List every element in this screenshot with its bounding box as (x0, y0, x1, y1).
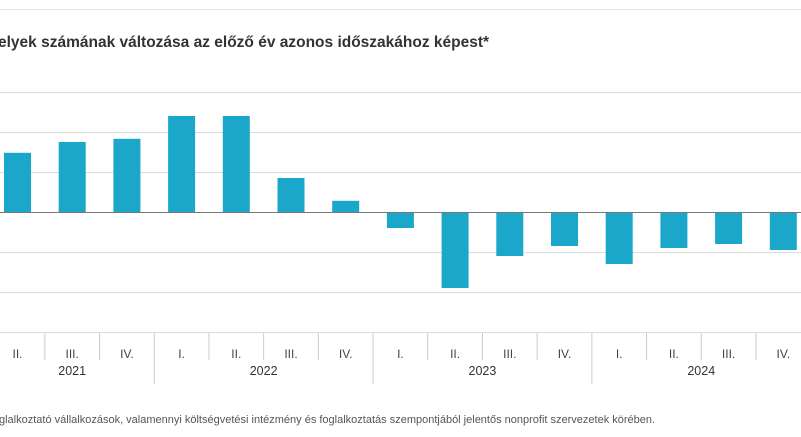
bar (4, 152, 31, 212)
category-label: II. (12, 347, 22, 361)
chart-title: elyek számának változása az előző év azo… (0, 34, 490, 51)
category-label: III. (66, 347, 79, 361)
bar (222, 116, 250, 212)
year-label: 2024 (687, 364, 715, 378)
category-label: II. (669, 347, 679, 361)
bar (496, 212, 524, 256)
top-divider (0, 9, 801, 10)
category-label: III. (284, 347, 297, 361)
category-label: IV. (558, 347, 572, 361)
category-label: II. (231, 347, 241, 361)
year-label: 2021 (58, 364, 86, 378)
year-label: 2023 (469, 364, 497, 378)
bar (715, 212, 743, 244)
category-label: I. (178, 347, 185, 361)
footnote: glalkoztató vállalkozások, valamennyi kö… (0, 414, 656, 426)
bar (605, 212, 633, 264)
category-label: IV. (777, 347, 791, 361)
category-label: III. (722, 347, 735, 361)
year-label: 2022 (250, 364, 278, 378)
bar (113, 138, 141, 212)
category-label: II. (450, 347, 460, 361)
category-label: IV. (120, 347, 134, 361)
bar (386, 212, 414, 228)
category-label: III. (503, 347, 516, 361)
bar (660, 212, 688, 248)
category-label: IV. (339, 347, 353, 361)
category-label: I. (397, 347, 404, 361)
category-label: I. (616, 347, 623, 361)
bar (332, 200, 360, 212)
bar (441, 212, 469, 288)
bar-chart: II. III. IV. I. II. III. IV. I. II. III. IV. I. II. I… (0, 92, 801, 384)
bar (769, 212, 797, 250)
bar (168, 116, 196, 212)
bar (58, 142, 86, 212)
bar (551, 212, 578, 246)
bar (277, 178, 305, 212)
